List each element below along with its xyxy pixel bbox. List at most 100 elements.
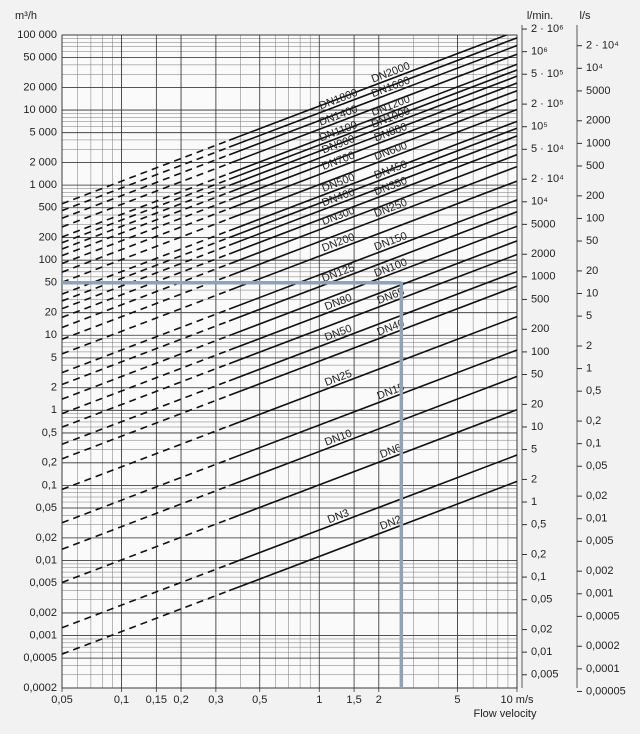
series-line [62,334,230,400]
y-axis-title: m³/h [15,10,37,22]
x-axis-title: Flow velocity [474,708,537,720]
y-tick-label: 0,2 [42,457,57,469]
y3-tick-label: 0,001 [586,588,614,600]
series-line [228,75,517,187]
series-line [228,63,517,175]
y-tick-label: 5 [51,352,57,364]
series-line [62,244,230,310]
y-tick-label: 100 [39,254,57,266]
y2-axis-title: l/min. [527,10,553,22]
y3-tick-label: 1 [586,362,592,374]
y3-tick-label: 0,0002 [586,640,620,652]
series-line [228,225,517,337]
y-tick-label: 0,0005 [23,652,57,664]
y-tick-label: 50 [45,277,57,289]
x-tick-label: 0,15 [146,694,167,706]
x-tick-label: 10 m/s [500,694,534,706]
y3-tick-label: 0,0001 [586,663,620,675]
series-line [62,394,230,460]
series-line [62,154,230,220]
y3-tick-label: 500 [586,160,604,172]
y-tick-label: 0,01 [36,554,57,566]
y-tick-label: 500 [39,202,57,214]
y-tick-label: 2 [51,382,57,394]
series-line [62,589,230,655]
y-tick-label: 5 000 [29,127,57,139]
y2-tick-label: 0,2 [531,548,546,560]
y3-tick-label: 5000 [586,85,610,97]
lines [62,35,517,655]
y-tick-label: 10 [45,329,57,341]
y2-tick-label: 20 [531,398,543,410]
series-line [62,162,230,228]
y3-tick-label: 0,01 [586,513,607,525]
y3-tick-label: 2 · 10⁴ [586,40,619,52]
y-tick-label: 0,05 [36,502,57,514]
y3-tick-label: 0,0005 [586,610,620,622]
series-line [228,44,517,156]
x-tick-label: 1,5 [346,694,361,706]
y2-tick-label: 500 [531,293,549,305]
series-line [228,211,517,322]
y-tick-label: 0,0002 [23,682,57,694]
y-tick-label: 0,02 [36,532,57,544]
y3-tick-label: 2000 [586,115,610,127]
series-line [62,362,230,428]
y2-tick-label: 10⁴ [531,196,548,208]
series-line [228,240,517,351]
y3-tick-label: 1000 [586,137,610,149]
y3-tick-label: 50 [586,235,598,247]
series-line [228,37,517,148]
series-line [228,35,509,142]
y3-tick-label: 0,2 [586,415,601,427]
y2-tick-label: 0,05 [531,594,552,606]
y2-tick-label: 2 · 10⁵ [531,98,564,110]
y2-tick-label: 2 [531,473,537,485]
y3-tick-label: 0,05 [586,460,607,472]
series-line [228,165,517,277]
series-line [228,199,517,310]
series-line [228,375,517,487]
y3-tick-label: 0,02 [586,490,607,502]
series-line [62,172,230,238]
plot-area [61,34,518,689]
series-line [228,253,517,365]
series-line [62,320,230,386]
series-line [62,191,230,257]
y3-tick-label: 5 [586,310,592,322]
y2-tick-label: 10 [531,421,543,433]
y2-tick-label: 5 [531,443,537,455]
y2-tick-label: 5 · 10⁵ [531,68,564,80]
y2-tick-label: 50 [531,368,543,380]
y2-tick-label: 1 [531,496,537,508]
series-line [62,184,230,250]
x-tick-label: 5 [454,694,460,706]
grid: 100 000 50 000 20 000 10 000 5 000 2 000 1 000… [17,23,626,706]
series-line [62,308,230,374]
series-line [228,69,517,181]
series-line [62,199,230,265]
series-line [62,275,230,341]
y2-tick-label: 5 · 10⁴ [531,143,564,155]
series-line [228,143,517,255]
y-tick-label: 0,002 [29,607,57,619]
series-line [228,108,517,220]
series-line [62,178,230,244]
x-tick-label: 0,2 [173,694,188,706]
y-tick-label: 0,005 [29,577,57,589]
y-tick-label: 20 000 [23,81,57,93]
series-line [62,458,230,524]
y2-tick-label: 0,5 [531,519,546,531]
y2-tick-label: 10⁵ [531,121,548,133]
y3-tick-label: 100 [586,212,604,224]
series-line [228,153,517,265]
y-tick-label: 2 000 [29,156,57,168]
y-tick-label: 100 000 [17,29,57,41]
series-line [228,120,517,232]
y-tick-label: 0,1 [42,479,57,491]
series-line [228,82,517,194]
y-tick-label: 0,001 [29,629,57,641]
y-tick-label: 20 [45,307,57,319]
y3-axis-title: l/s [580,10,592,22]
y2-tick-label: 5000 [531,218,555,230]
